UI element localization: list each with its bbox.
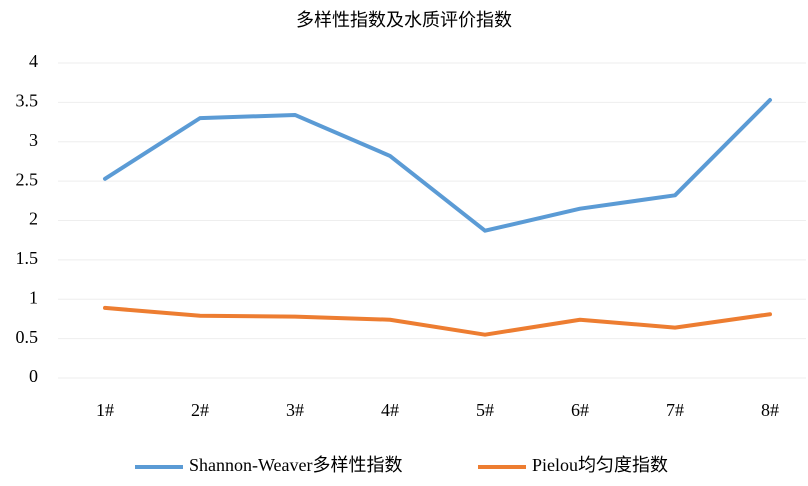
y-tick-label: 2.5 — [16, 169, 39, 189]
x-tick-label: 1# — [96, 400, 114, 420]
y-tick-label: 0 — [29, 366, 38, 386]
y-tick-label: 4 — [29, 51, 38, 71]
y-tick-label: 1.5 — [16, 248, 39, 268]
y-tick-label: 3 — [29, 130, 38, 150]
y-tick-label: 0.5 — [16, 327, 39, 347]
x-tick-label: 8# — [761, 400, 779, 420]
x-tick-label: 5# — [476, 400, 494, 420]
series-line — [103, 98, 772, 233]
x-tick-label: 3# — [286, 400, 304, 420]
chart-title: 多样性指数及水质评价指数 — [296, 10, 512, 30]
series-line — [103, 305, 772, 337]
x-tick-label: 6# — [571, 400, 589, 420]
legend-label: Pielou均匀度指数 — [532, 455, 668, 475]
y-tick-label: 2 — [29, 209, 38, 229]
y-tick-label: 1 — [29, 287, 38, 307]
legend-label: Shannon-Weaver多样性指数 — [189, 455, 403, 475]
x-tick-label: 7# — [666, 400, 684, 420]
y-tick-label: 3.5 — [16, 91, 39, 111]
x-tick-label: 4# — [381, 400, 399, 420]
x-tick-label: 2# — [191, 400, 209, 420]
